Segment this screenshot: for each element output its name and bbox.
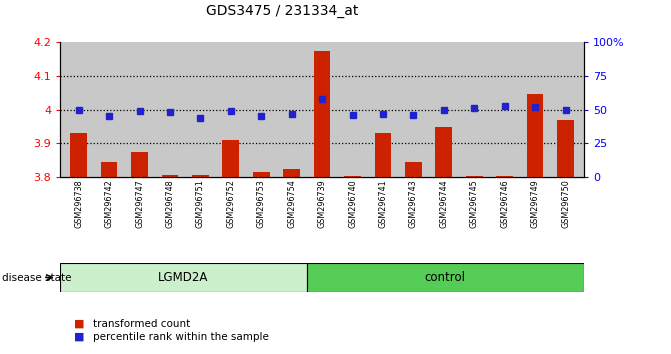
Bar	[314, 51, 330, 177]
Bar	[192, 175, 209, 177]
Text: LGMD2A: LGMD2A	[158, 271, 209, 284]
Bar	[405, 162, 422, 177]
Text: GSM296744: GSM296744	[440, 179, 448, 228]
Text: GSM296748: GSM296748	[166, 179, 174, 228]
Text: GSM296743: GSM296743	[409, 179, 418, 228]
Text: GSM296751: GSM296751	[196, 179, 205, 228]
Bar	[101, 162, 117, 177]
Text: GDS3475 / 231334_at: GDS3475 / 231334_at	[205, 4, 358, 18]
Bar	[283, 169, 300, 177]
Bar	[60, 263, 307, 292]
Bar	[557, 120, 574, 177]
Bar	[131, 152, 148, 177]
Text: ■: ■	[74, 332, 85, 342]
Text: GSM296746: GSM296746	[500, 179, 509, 228]
Text: disease state: disease state	[2, 273, 72, 282]
Bar	[466, 176, 482, 177]
Text: GSM296750: GSM296750	[561, 179, 570, 228]
Text: GSM296742: GSM296742	[105, 179, 113, 228]
Bar	[435, 126, 452, 177]
Text: GSM296740: GSM296740	[348, 179, 357, 228]
Text: GSM296739: GSM296739	[317, 179, 327, 228]
Text: GSM296752: GSM296752	[226, 179, 236, 228]
Bar	[162, 175, 178, 177]
Text: GSM296738: GSM296738	[74, 179, 83, 228]
Bar	[374, 133, 391, 177]
Text: GSM296747: GSM296747	[135, 179, 144, 228]
Text: percentile rank within the sample: percentile rank within the sample	[93, 332, 268, 342]
Text: GSM296741: GSM296741	[378, 179, 387, 228]
Text: GSM296754: GSM296754	[287, 179, 296, 228]
Text: GSM296745: GSM296745	[470, 179, 478, 228]
Bar	[497, 176, 513, 177]
Bar	[344, 176, 361, 177]
Text: transformed count: transformed count	[93, 319, 190, 329]
Bar	[527, 94, 544, 177]
Bar	[222, 140, 239, 177]
Text: GSM296753: GSM296753	[257, 179, 266, 228]
Bar	[70, 133, 87, 177]
Text: ■: ■	[74, 319, 85, 329]
Text: GSM296749: GSM296749	[531, 179, 539, 228]
Bar	[307, 263, 584, 292]
Text: control: control	[425, 271, 466, 284]
Bar	[253, 172, 270, 177]
